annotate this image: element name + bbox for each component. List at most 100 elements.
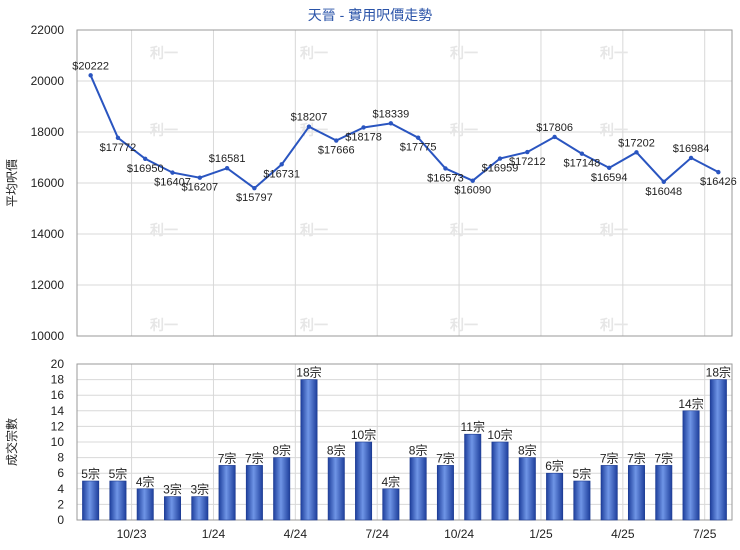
price-y-ticks: 10000 12000 14000 16000 18000 20000 22000 [31,23,65,343]
price-gridlines [77,29,732,337]
price-y-axis-label: 平均呎價 [5,159,19,207]
price-data-label: $17202 [618,137,655,149]
price-data-label: $16090 [454,185,491,197]
volume-x-ticks: 10/23 1/24 4/24 7/24 10/24 1/25 4/25 7/25 [117,527,717,541]
price-point [361,125,366,130]
volume-data-label: 11宗 [460,419,484,434]
price-y-tick-label: 12000 [31,278,65,292]
price-point [579,151,585,156]
price-point [88,73,93,78]
price-data-label: $16207 [181,182,218,194]
price-point [661,179,666,184]
volume-bar [245,465,263,521]
volume-bar [600,465,618,521]
chart-title: 天晉 - 實用呎價走勢 [308,7,432,23]
price-data-label: $17212 [509,156,546,168]
price-data-label: $16950 [127,163,164,175]
watermark-text: 利一 [450,317,478,333]
price-point [170,170,175,175]
price-y-tick-label: 10000 [31,329,65,343]
volume-data-label: 14宗 [678,396,703,411]
volume-bar [300,379,318,521]
price-y-tick-label: 14000 [31,227,65,241]
watermark-text: 利一 [150,122,178,138]
volume-bar [491,441,509,521]
volume-bar [382,488,400,521]
watermark-text: 利一 [300,222,328,238]
volume-y-axis-label: 成交宗數 [4,418,19,466]
price-y-tick-label: 22000 [31,23,65,37]
volume-bar [191,496,209,521]
price-point [115,135,121,141]
volume-y-tick-label: 14 [51,404,65,418]
volume-x-tick-label: 1/25 [529,527,553,541]
volume-bar [546,472,564,521]
volume-data-label: 7宗 [245,450,264,465]
price-data-label: $20222 [72,60,109,72]
price-data-label: $18339 [372,108,409,120]
watermark-text: 利一 [150,45,178,61]
volume-bar [82,480,100,521]
volume-bar [109,480,127,521]
price-point [634,150,639,155]
watermark-text: 利一 [600,317,628,333]
price-data-labels: $20222 $17772 $16950 $16407$16207 $16581 $157… [72,60,736,204]
watermark-text: 利一 [150,317,178,333]
price-y-tick-label: 16000 [31,176,65,190]
volume-data-label: 7宗 [654,450,673,465]
volume-bar [273,457,291,521]
price-data-label: $17806 [536,122,573,134]
volume-y-tick-label: 16 [51,388,65,402]
price-point [716,169,721,175]
volume-bar [627,465,645,521]
price-data-label: $16594 [591,172,628,184]
price-point [388,121,394,126]
price-point [415,135,421,140]
volume-bar [682,410,700,521]
volume-data-label: 10宗 [487,427,512,442]
price-point [306,124,312,129]
watermark-text: 利一 [300,45,328,61]
volume-data-label: 8宗 [327,443,346,458]
volume-y-tick-label: 6 [57,466,64,480]
price-point [279,162,284,167]
price-data-label: $16959 [482,163,519,175]
price-points [88,73,721,191]
volume-bar [136,488,154,521]
watermark-text: 利一 [600,122,628,138]
volume-bars [82,379,727,521]
volume-data-label: 8宗 [409,443,428,458]
volume-bar [518,457,536,521]
price-point [143,156,148,161]
price-point [197,175,203,180]
volume-data-label: 5宗 [109,466,128,481]
price-point [224,165,230,171]
volume-x-tick-label: 10/23 [117,527,147,541]
price-data-label: $18207 [291,112,328,124]
volume-y-tick-label: 0 [57,513,64,527]
price-data-label: $17772 [100,142,137,154]
price-series-line [89,74,719,190]
price-y-tick-label: 18000 [31,125,65,139]
price-data-label: $16048 [645,186,682,198]
price-y-tick-label: 20000 [31,74,65,88]
volume-x-tick-label: 10/24 [444,527,474,541]
volume-bar [436,465,454,521]
volume-x-tick-label: 4/25 [611,527,635,541]
volume-bar [655,465,673,521]
volume-bar [709,379,727,521]
volume-y-tick-label: 4 [57,482,64,496]
volume-data-label: 7宗 [218,450,237,465]
volume-data-label: 4宗 [382,474,401,489]
price-data-label: $17666 [318,145,355,157]
volume-x-tick-label: 1/24 [202,527,226,541]
watermark-text: 利一 [600,222,628,238]
price-point [606,165,612,171]
volume-bar [573,480,591,521]
price-data-label: $17148 [564,158,601,170]
volume-x-tick-label: 4/24 [284,527,308,541]
